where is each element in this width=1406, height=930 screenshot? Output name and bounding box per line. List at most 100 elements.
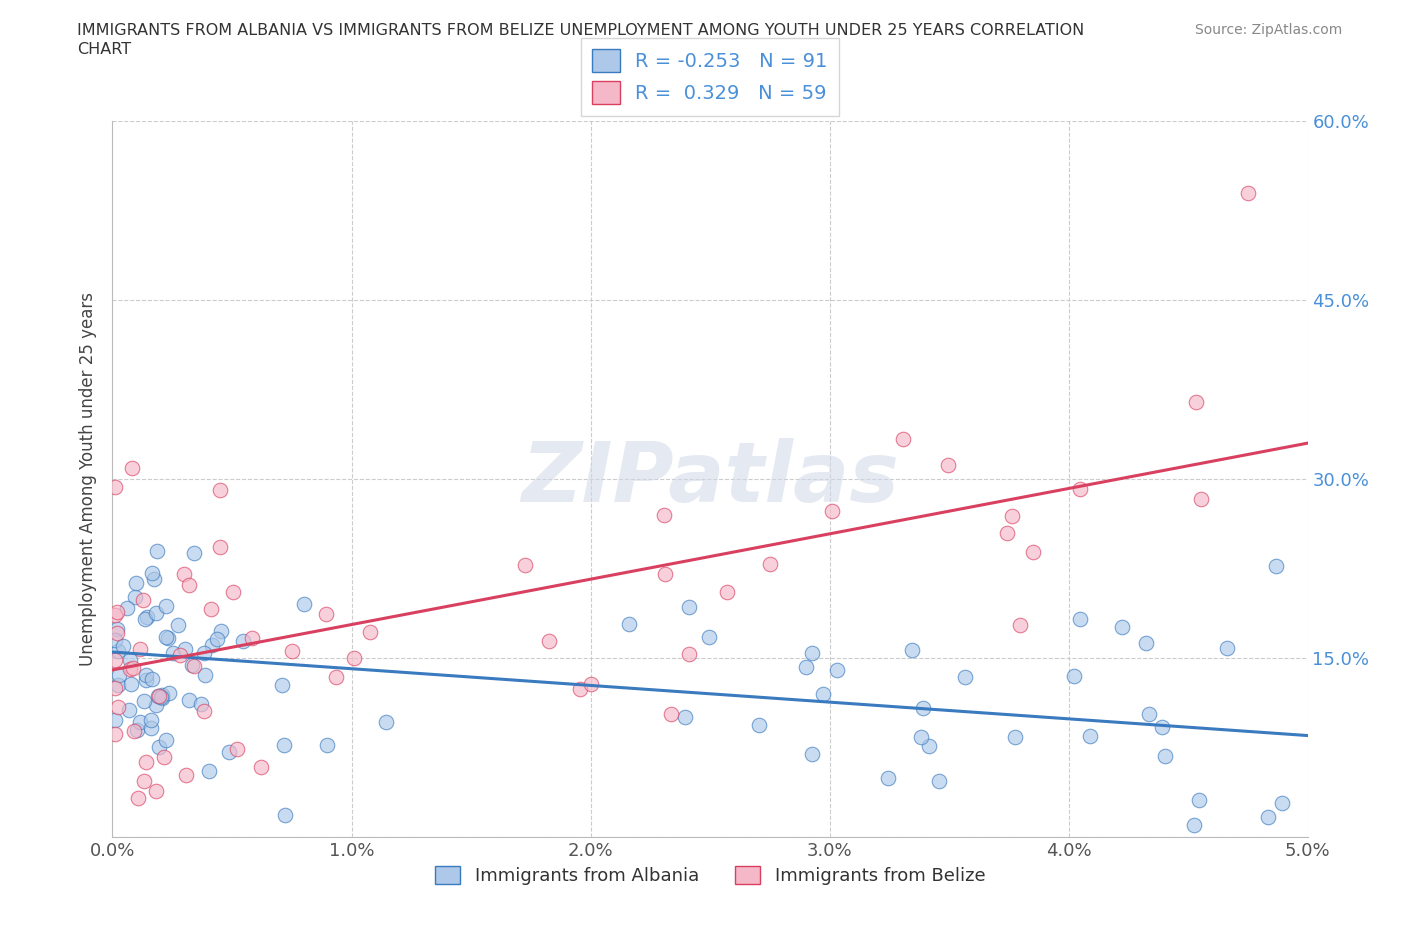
Point	[121, 460, 143, 475]
Point	[1189, 492, 1212, 507]
Point	[1188, 793, 1211, 808]
Point	[179, 693, 201, 708]
Point	[148, 688, 170, 703]
Point	[159, 685, 181, 700]
Point	[652, 508, 675, 523]
Point	[1237, 185, 1260, 200]
Point	[911, 700, 934, 715]
Point	[375, 714, 398, 729]
Point	[294, 597, 316, 612]
Point	[122, 724, 145, 738]
Point	[167, 618, 190, 632]
Point	[104, 653, 127, 668]
Point	[134, 612, 156, 627]
Point	[1022, 544, 1045, 559]
Point	[1078, 729, 1101, 744]
Point	[108, 667, 131, 682]
Point	[135, 754, 157, 769]
Point	[759, 556, 782, 571]
Point	[118, 652, 141, 667]
Point	[359, 625, 381, 640]
Point	[193, 704, 215, 719]
Point	[134, 774, 156, 789]
Point	[801, 746, 824, 761]
Point	[316, 737, 339, 752]
Point	[280, 644, 302, 658]
Point	[1111, 619, 1133, 634]
Point	[716, 585, 738, 600]
Point	[139, 721, 162, 736]
Point	[1150, 719, 1173, 734]
Point	[678, 600, 700, 615]
Point	[155, 630, 177, 644]
Point	[156, 631, 179, 645]
Point	[1008, 618, 1031, 632]
Point	[124, 576, 146, 591]
Point	[654, 566, 676, 581]
Point	[190, 697, 212, 711]
Point	[115, 601, 138, 616]
Point	[811, 686, 834, 701]
Point	[148, 739, 170, 754]
Point	[121, 661, 143, 676]
Point	[1137, 707, 1160, 722]
Point	[107, 678, 129, 693]
Point	[315, 607, 337, 622]
Point	[145, 605, 167, 620]
Point	[1001, 509, 1024, 524]
Point	[240, 631, 263, 645]
Point	[162, 645, 184, 660]
Point	[1004, 729, 1026, 744]
Point	[617, 617, 640, 631]
Point	[997, 525, 1019, 540]
Point	[579, 676, 602, 691]
Point	[928, 774, 950, 789]
Point	[152, 750, 174, 764]
Point	[209, 623, 232, 638]
Point	[155, 733, 177, 748]
Text: ZIPatlas: ZIPatlas	[522, 438, 898, 520]
Point	[343, 650, 366, 665]
Point	[1135, 636, 1157, 651]
Point	[129, 642, 152, 657]
Point	[141, 671, 163, 686]
Point	[150, 688, 173, 703]
Point	[748, 717, 770, 732]
Point	[183, 658, 205, 673]
Point	[209, 483, 232, 498]
Point	[207, 631, 229, 646]
Point	[120, 661, 142, 676]
Point	[146, 688, 169, 703]
Point	[1257, 810, 1279, 825]
Point	[155, 599, 177, 614]
Point	[877, 770, 900, 785]
Point	[274, 807, 297, 822]
Point	[104, 632, 127, 647]
Point	[105, 621, 128, 636]
Point	[953, 670, 976, 684]
Point	[513, 558, 536, 573]
Point	[659, 707, 682, 722]
Point	[273, 737, 295, 752]
Point	[794, 659, 817, 674]
Point	[200, 601, 222, 616]
Text: Source: ZipAtlas.com: Source: ZipAtlas.com	[1195, 23, 1343, 37]
Point	[149, 689, 172, 704]
Point	[1069, 612, 1091, 627]
Point	[125, 723, 148, 737]
Text: CHART: CHART	[77, 42, 131, 57]
Point	[135, 609, 157, 624]
Point	[825, 662, 848, 677]
Point	[218, 744, 240, 759]
Point	[118, 702, 141, 717]
Point	[135, 672, 157, 687]
Point	[145, 543, 167, 558]
Point	[910, 729, 932, 744]
Point	[1153, 749, 1175, 764]
Point	[150, 690, 173, 705]
Point	[180, 658, 202, 672]
Point	[325, 670, 347, 684]
Legend: Immigrants from Albania, Immigrants from Belize: Immigrants from Albania, Immigrants from…	[427, 858, 993, 893]
Point	[107, 644, 129, 658]
Point	[1271, 796, 1294, 811]
